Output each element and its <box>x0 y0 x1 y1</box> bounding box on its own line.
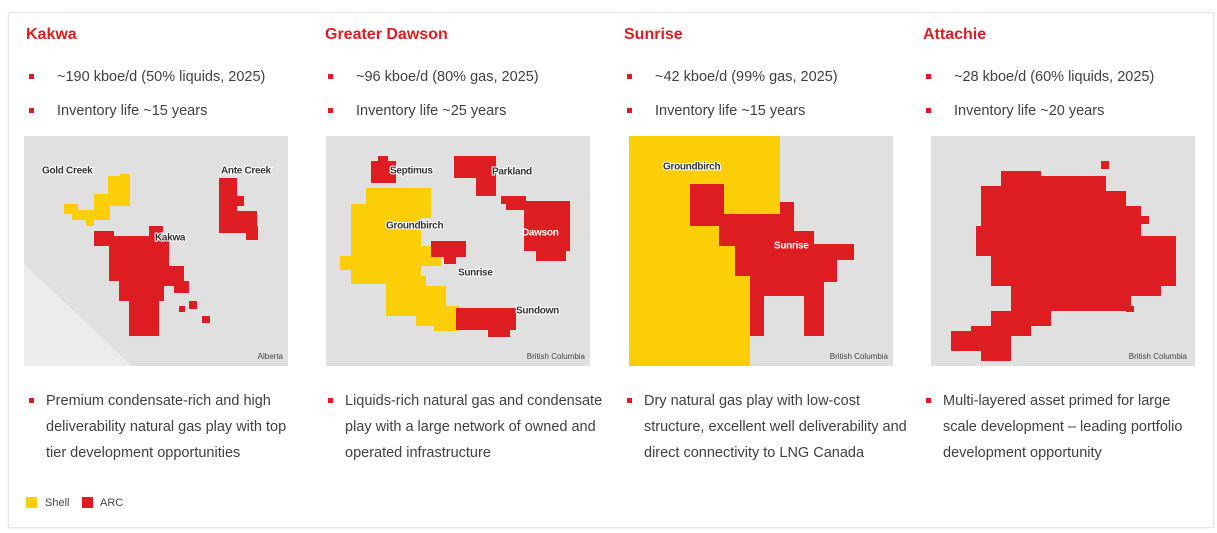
map-label: Parkland <box>492 167 532 178</box>
map-label: Sunrise <box>458 268 493 279</box>
bullet-icon <box>328 74 333 79</box>
legend-label: Shell <box>45 497 70 509</box>
map-label: Sunrise <box>774 241 809 252</box>
map-label: Septimus <box>390 166 433 177</box>
description-line: development opportunity <box>943 445 1102 461</box>
bullet-icon <box>29 398 34 403</box>
description-line: Dry natural gas play with low-cost <box>644 393 860 409</box>
bullet-icon <box>29 108 34 113</box>
map-region: British Columbia <box>527 352 586 361</box>
bullet-icon <box>328 108 333 113</box>
bullet: ~96 kboe/d (80% gas, 2025) <box>356 69 539 85</box>
panel-title: Greater Dawson <box>325 26 448 43</box>
card <box>8 12 1214 528</box>
description-line: deliverability natural gas play with top <box>46 419 287 435</box>
bullet: Inventory life ~20 years <box>954 103 1105 119</box>
bullet: Inventory life ~25 years <box>356 103 507 119</box>
bullet: Inventory life ~15 years <box>57 103 208 119</box>
map-label: Dawson <box>522 228 559 239</box>
description-line: play with a large network of owned and <box>345 419 596 435</box>
legend-label: ARC <box>100 497 124 509</box>
panel: Attachie ~28 kboe/d (60% liquids, 2025) … <box>923 0 1213 533</box>
bullet-icon <box>926 398 931 403</box>
panel-title: Attachie <box>923 26 987 43</box>
bullet: ~28 kboe/d (60% liquids, 2025) <box>954 69 1155 85</box>
panel-title: Sunrise <box>624 26 683 43</box>
bullet-icon <box>328 398 333 403</box>
description-line: structure, excellent well deliverability… <box>644 419 907 435</box>
description-line: tier development opportunities <box>46 445 241 461</box>
description-line: Multi-layered asset primed for large <box>943 393 1171 409</box>
description-line: Liquids-rich natural gas and condensate <box>345 393 603 409</box>
map: Septimus Parkland Groundbirch Dawson Sun… <box>326 136 590 366</box>
map-label: Kakwa <box>155 233 186 244</box>
description-line: direct connectivity to LNG Canada <box>644 445 865 461</box>
bullet: Inventory life ~15 years <box>655 103 806 119</box>
legend-swatch <box>26 497 37 508</box>
bullet-icon <box>926 74 931 79</box>
panel: Sunrise ~42 kboe/d (99% gas, 2025) Inven… <box>624 0 914 533</box>
bullet-icon <box>627 108 632 113</box>
map-label: Gold Creek <box>42 166 93 177</box>
map-label: Groundbirch <box>663 162 720 173</box>
map-label: Sundown <box>516 306 559 317</box>
description-line: scale development – leading portfolio <box>943 419 1183 435</box>
panel: Greater Dawson ~96 kboe/d (80% gas, 2025… <box>325 0 615 533</box>
map-region: British Columbia <box>830 352 889 361</box>
bullet-icon <box>29 74 34 79</box>
bullet-icon <box>627 74 632 79</box>
legend-swatch <box>82 497 93 508</box>
panel-title: Kakwa <box>26 26 77 43</box>
description-line: operated infrastructure <box>345 445 491 461</box>
map-region: British Columbia <box>1129 352 1188 361</box>
bullet-icon <box>926 108 931 113</box>
map-label: Ante Creek <box>221 166 272 177</box>
map: Gold Creek Ante Creek Kakwa Alberta <box>24 136 288 366</box>
bullet-icon <box>627 398 632 403</box>
panel: Kakwa ~190 kboe/d (50% liquids, 2025) In… <box>24 0 316 533</box>
map: Groundbirch Sunrise British Columbia <box>629 136 893 366</box>
description-line: Premium condensate-rich and high <box>46 393 271 409</box>
map-label: Groundbirch <box>386 221 443 232</box>
bullet: ~190 kboe/d (50% liquids, 2025) <box>57 69 266 85</box>
map: British Columbia <box>931 136 1195 366</box>
bullet: ~42 kboe/d (99% gas, 2025) <box>655 69 838 85</box>
map-region: Alberta <box>258 352 284 361</box>
